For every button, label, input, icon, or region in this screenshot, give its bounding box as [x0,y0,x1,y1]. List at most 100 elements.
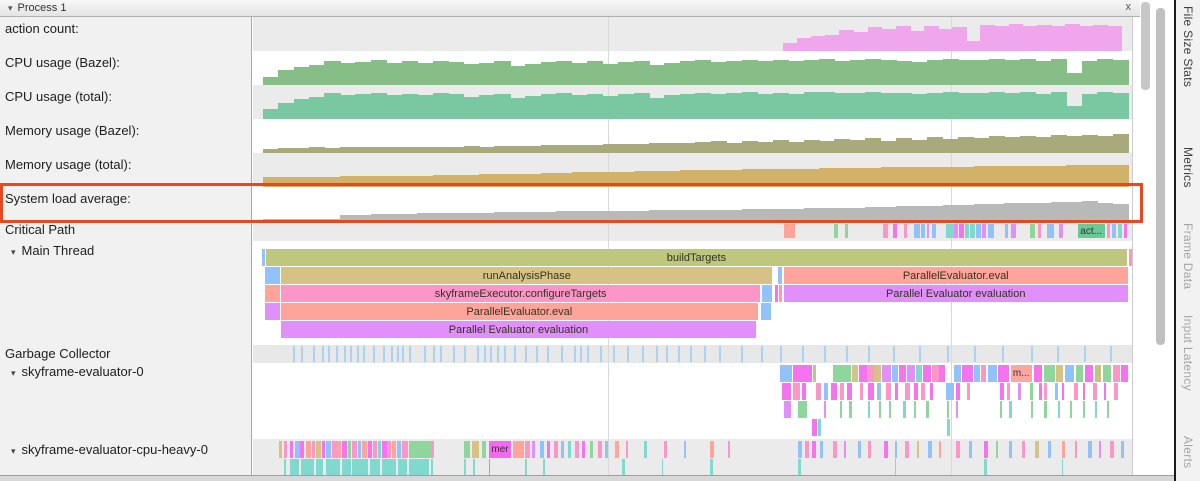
gc-tick[interactable] [600,346,603,362]
trace-slice[interactable] [802,383,806,400]
trace-slice[interactable] [815,383,821,400]
trace-slice[interactable] [1118,224,1122,238]
gc-tick[interactable] [973,346,976,362]
trace-slice[interactable] [964,224,969,238]
gc-tick[interactable] [402,346,405,362]
trace-slice[interactable] [1061,383,1065,400]
tab-frame-data[interactable]: Frame Data [1181,223,1195,290]
track-label-main-thread[interactable]: ▾ Main Thread [11,243,95,258]
trace-slice[interactable] [300,441,304,458]
gc-tick[interactable] [740,346,743,362]
trace-slice[interactable] [1044,365,1055,382]
counter-chart-system-load-average[interactable] [253,187,1132,221]
trace-slice[interactable] [589,441,594,458]
trace-slice[interactable] [567,441,572,458]
trace-slice[interactable] [710,441,714,458]
trace-slice[interactable] [1065,365,1074,382]
trace-slice[interactable] [954,224,958,238]
trace-slice[interactable] [831,383,837,400]
trace-slice[interactable] [969,224,976,238]
horizontal-scrollbar[interactable] [0,475,1174,481]
trace-slice[interactable] [525,441,530,458]
gc-tick[interactable] [846,346,849,362]
trace-slice[interactable]: runAnalysisPhase [281,267,773,284]
trace-slice[interactable] [1056,365,1064,382]
trace-slice[interactable] [844,224,849,238]
trace-slice[interactable] [1007,383,1010,400]
trace-slice[interactable] [325,441,332,458]
trace-slice[interactable] [341,459,351,476]
tab-input-latency[interactable]: Input Latency [1181,315,1195,391]
trace-slice[interactable] [778,267,783,284]
trace-slice[interactable] [398,459,407,476]
trace-slice[interactable] [928,441,932,458]
counter-chart-cpu-usage-bazel[interactable] [253,51,1132,85]
gc-tick[interactable] [642,346,645,362]
gc-tick[interactable] [824,346,827,362]
tab-alerts[interactable]: Alerts [1181,436,1195,469]
counter-chart-memory-usage-total[interactable] [253,153,1132,187]
gc-tick[interactable] [587,346,590,362]
trace-slice[interactable] [903,401,907,418]
gc-tick[interactable] [1030,346,1033,362]
trace-slice[interactable] [625,441,629,458]
expander-icon[interactable]: ▾ [11,368,16,378]
gc-tick[interactable] [440,346,443,362]
trace-slice[interactable] [488,459,491,476]
trace-slice[interactable] [797,401,807,418]
trace-slice[interactable]: m... [1010,365,1032,382]
trace-slice[interactable] [914,224,920,238]
trace-slice[interactable] [905,441,909,458]
trace-slice[interactable] [710,459,713,476]
trace-slice[interactable] [980,365,987,382]
trace-slice[interactable] [368,441,372,458]
trace-slice[interactable] [265,303,281,320]
gc-tick[interactable] [626,346,629,362]
trace-slice[interactable] [889,401,892,418]
trace-slice[interactable] [539,441,544,458]
trace-slice[interactable] [1000,401,1002,418]
trace-slice[interactable] [885,383,892,400]
close-button[interactable]: x [1123,1,1135,13]
trace-slice[interactable] [834,224,838,238]
trace-slice[interactable] [1107,401,1110,418]
trace-slice[interactable] [805,441,809,458]
trace-slice[interactable] [644,441,647,458]
gc-tick[interactable] [1083,346,1086,362]
trace-slice[interactable] [661,459,664,476]
trace-slice[interactable] [471,441,479,458]
trace-slice[interactable] [812,441,816,458]
trace-slice[interactable] [1121,441,1125,458]
trace-slice[interactable] [463,459,466,476]
trace-slice[interactable] [1095,365,1102,382]
trace-slice[interactable] [377,441,382,458]
trace-slice[interactable] [337,441,341,458]
trace-slice[interactable] [1095,401,1097,418]
gc-tick[interactable] [560,346,563,362]
trace-slice[interactable]: mer [488,441,512,458]
gc-tick[interactable] [718,346,721,362]
trace-slice[interactable] [868,401,871,418]
counter-chart-action-count[interactable] [253,17,1132,51]
trace-slice[interactable] [325,459,341,476]
track-label-skyframe-evaluator-cpu-heavy-0[interactable]: ▾ skyframe-evaluator-cpu-heavy-0 [11,442,208,457]
trace-slice[interactable] [792,383,800,400]
trace-slice[interactable]: ParallelEvaluator.eval [281,303,758,320]
trace-slice[interactable] [973,365,980,382]
trace-slice[interactable] [283,459,287,476]
trace-slice[interactable] [295,441,300,458]
trace-slice[interactable] [1111,224,1116,238]
gc-tick[interactable] [689,346,692,362]
trace-slice[interactable]: Parallel Evaluator evaluation [783,285,1128,302]
trace-slice[interactable] [939,365,945,382]
expander-icon[interactable]: ▾ [11,446,16,456]
trace-slice[interactable] [664,441,667,458]
trace-slice[interactable] [976,224,981,238]
trace-slice[interactable] [945,383,955,400]
trace-slice[interactable] [1000,383,1004,400]
gc-tick[interactable] [292,346,295,362]
gc-tick[interactable] [301,346,304,362]
gc-tick[interactable] [312,346,315,362]
trace-slice[interactable] [874,365,882,382]
trace-slice[interactable] [1106,224,1110,238]
